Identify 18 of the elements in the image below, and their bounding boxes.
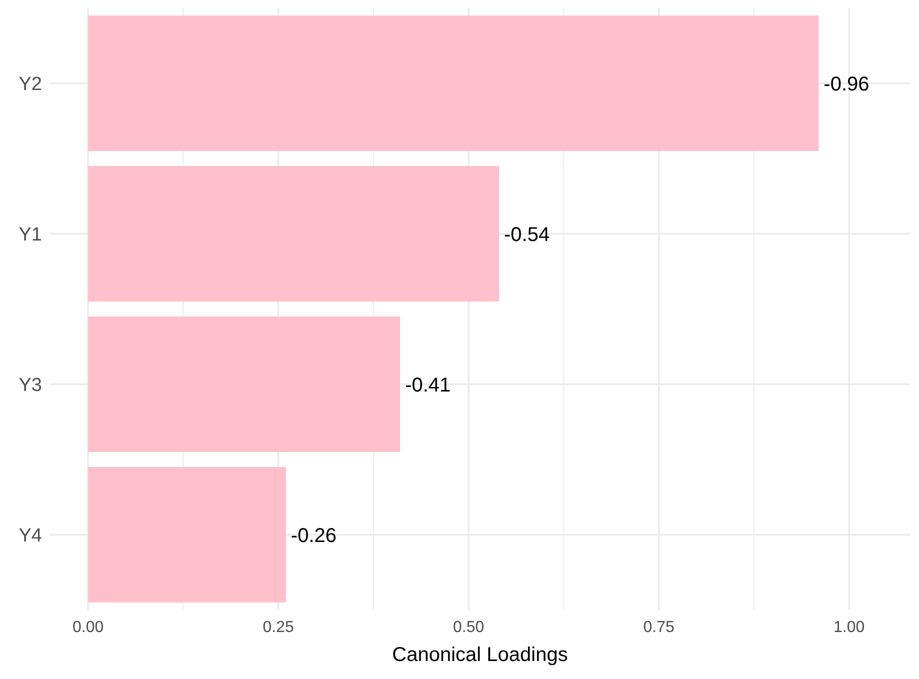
x-tick-label: 0.50 — [453, 619, 484, 636]
data-label: -0.41 — [405, 374, 451, 396]
data-label: -0.96 — [824, 73, 870, 96]
y-tick-label: Y1 — [18, 224, 42, 246]
bar — [88, 316, 400, 452]
y-tick-label: Y2 — [18, 74, 42, 95]
y-tick-label: Y4 — [18, 525, 42, 546]
bar — [88, 16, 819, 151]
y-tick-label: Y3 — [18, 374, 42, 396]
x-tick-label: 0.00 — [72, 619, 104, 636]
bar — [88, 166, 500, 302]
bar — [88, 467, 286, 602]
x-tick-label: 0.75 — [643, 619, 675, 636]
x-tick-label: 1.00 — [834, 619, 865, 636]
x-tick-label: 0.25 — [262, 619, 294, 636]
x-axis-title: Canonical Loadings — [392, 644, 568, 666]
data-label: -0.26 — [290, 524, 337, 547]
data-label: -0.54 — [504, 224, 550, 246]
